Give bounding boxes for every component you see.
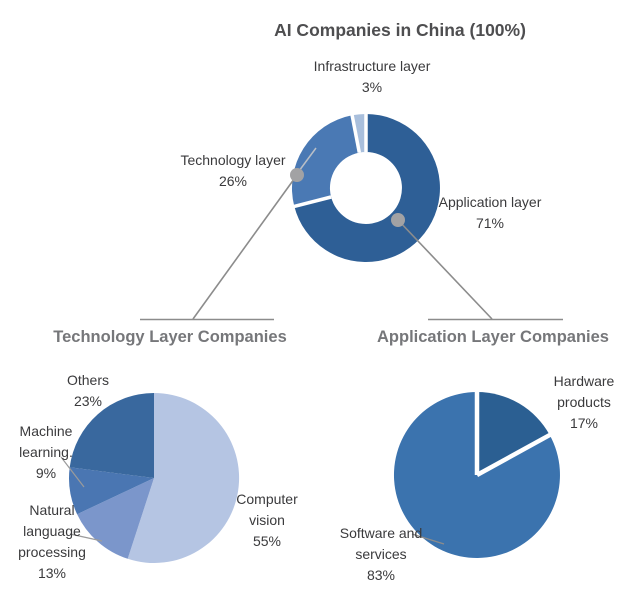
technology-chart-title: Technology Layer Companies [53,328,287,346]
connector-line-right [397,219,493,320]
leader-hook-technology [298,147,317,172]
overview-slice-infrastructure-layer [352,113,366,153]
label-application-layer: Application layer 71% [438,194,542,231]
application-slice-separator [475,432,552,477]
technology-slice-computer-vision [127,392,240,563]
overview-chart-title: AI Companies in China (100%) [274,20,526,40]
label-technology-layer: Technology layer 26% [180,152,286,189]
label-natural-language-processing: Natural language processing 13% [18,502,86,581]
leader-line-machine-learning [60,456,85,488]
label-computer-vision: Computer vision 55% [236,491,298,549]
leader-line-nlp [69,533,103,542]
label-others: Others 23% [66,372,110,409]
label-hardware-products: Hardware products 17% [553,373,615,431]
technology-slice-machine-learning [69,467,154,515]
overview-slice-separator [350,114,362,153]
application-slice-hardware-products [477,392,550,475]
connector-line-left [192,174,298,320]
leader-dot-application [391,213,405,227]
technology-slice-natural-language-processing [77,478,154,559]
label-machine-learning: Machine learning. 9% [19,423,73,481]
overview-slice-technology-layer [291,115,360,207]
technology-slice-others [69,393,154,478]
application-chart-title: Application Layer Companies [377,328,609,346]
leader-dot-technology [290,168,304,182]
overview-slice-separator [293,195,332,209]
label-software-and-services: Software and services 83% [339,525,423,583]
leader-line-software [411,533,445,545]
label-infrastructure-layer: Infrastructure layer 3% [313,58,431,95]
